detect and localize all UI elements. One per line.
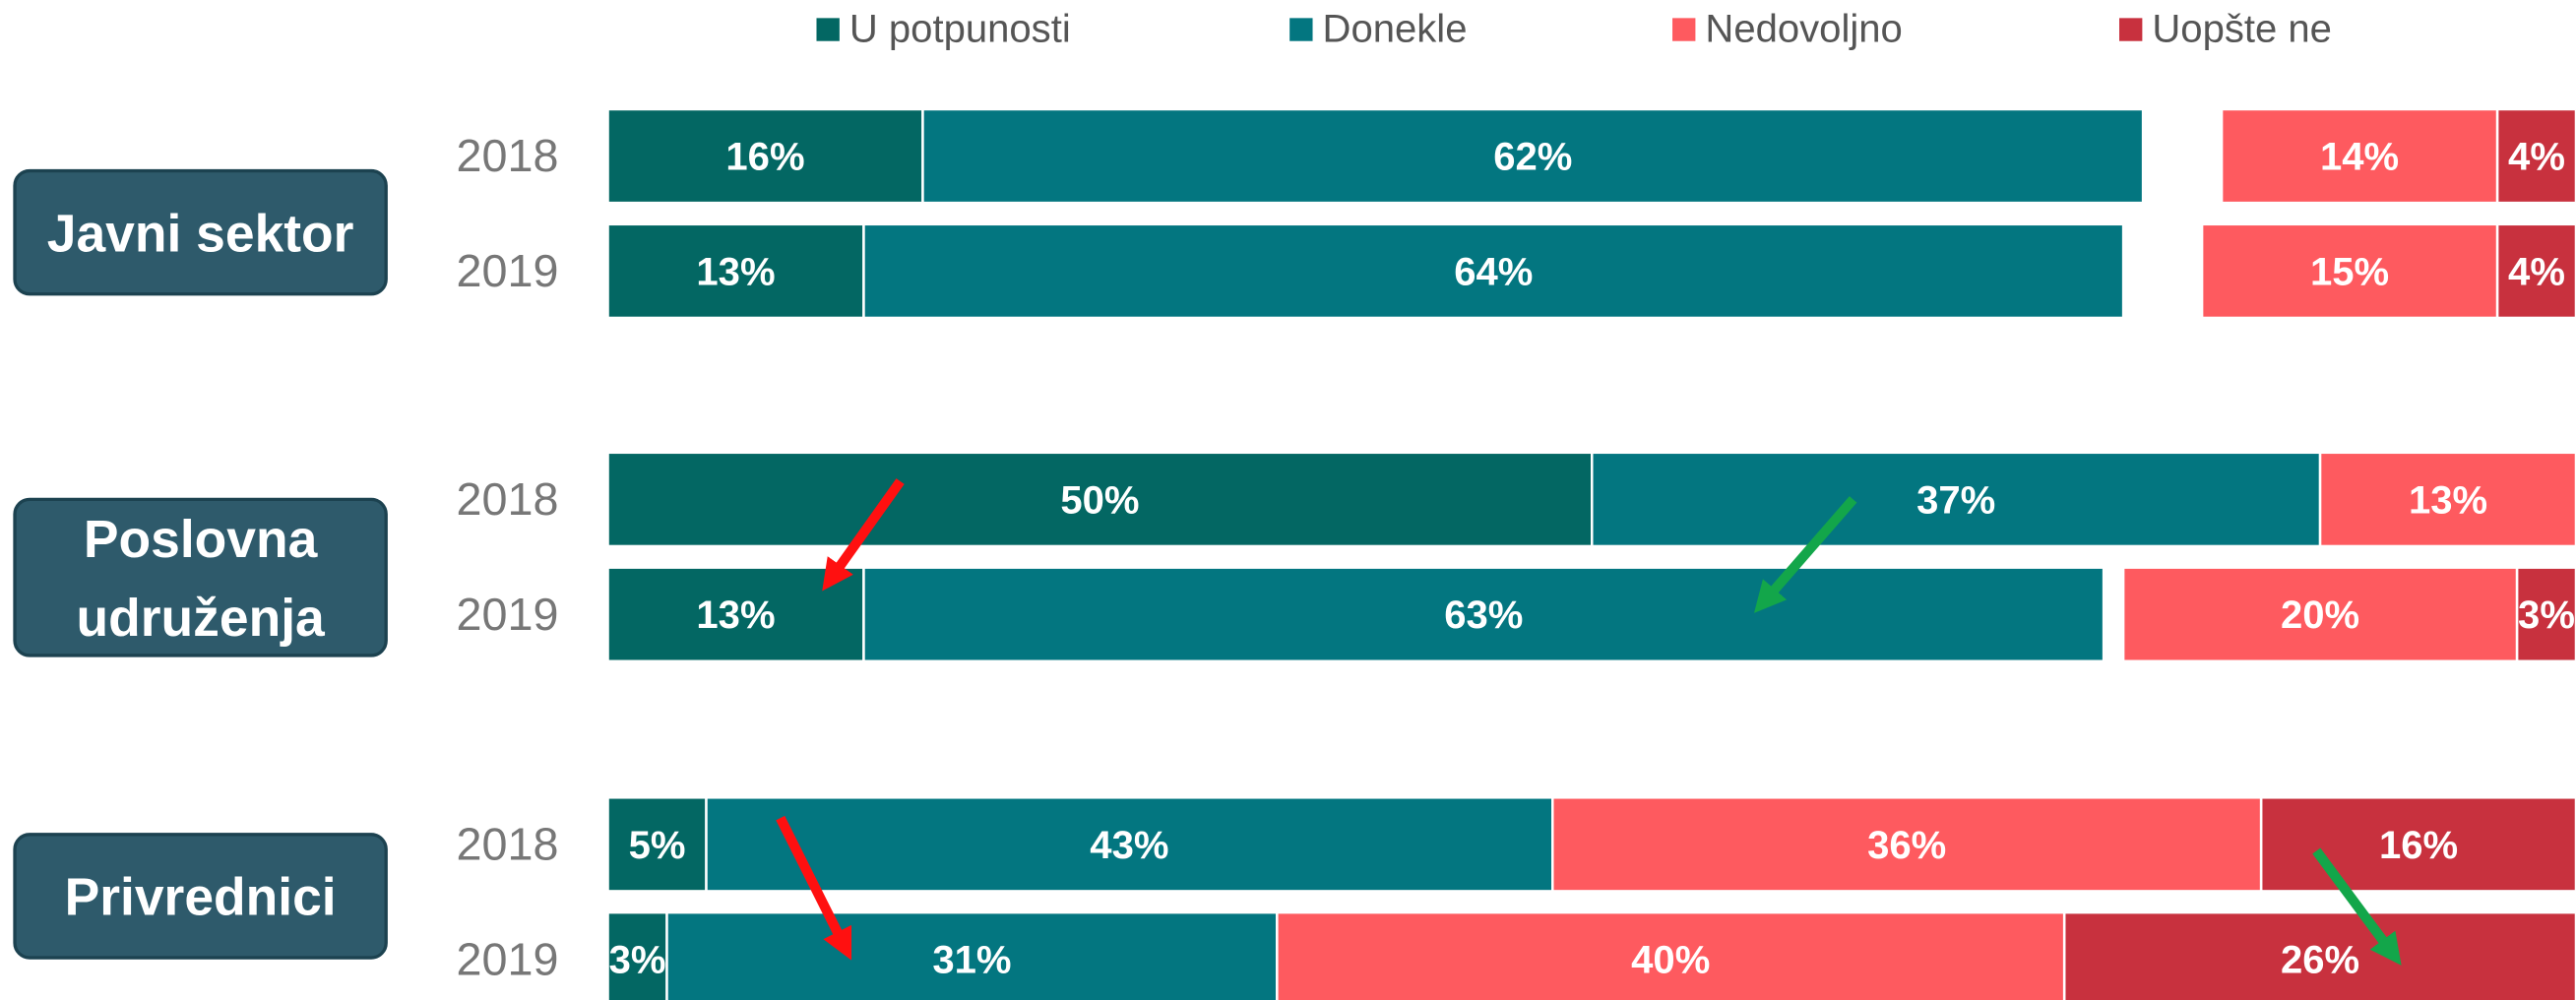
group-label: Privrednici [13, 833, 388, 960]
bar [606, 451, 1594, 548]
data-label: 37% [1916, 478, 1995, 522]
data-label: 3% [609, 939, 666, 982]
y-tick-label: 2018 [457, 473, 559, 525]
data-label: 16% [725, 135, 804, 178]
bar [2220, 107, 2499, 205]
y-tick-label: 2019 [457, 933, 559, 984]
bar [606, 107, 924, 205]
legend-label: Donekle [1323, 7, 1468, 50]
data-label: 43% [1090, 824, 1168, 867]
bar [2318, 451, 2576, 548]
y-tick-label: 2018 [457, 819, 559, 870]
data-label: 13% [2409, 478, 2487, 522]
legend-label: Uopšte ne [2152, 7, 2332, 50]
y-tick-label: 2018 [457, 130, 559, 181]
data-label: 36% [1867, 824, 1946, 867]
legend-swatch [816, 18, 840, 41]
arrow [1753, 496, 1857, 613]
bar [1591, 451, 2322, 548]
bar [2259, 796, 2576, 893]
arrow [822, 478, 905, 592]
y-tick-label: 2019 [457, 245, 559, 296]
data-label: 40% [1631, 939, 1710, 982]
bar [2200, 222, 2499, 320]
bar [862, 566, 2105, 663]
legend-label: Nedovoljno [1705, 7, 1902, 50]
data-label: 14% [2320, 135, 2399, 178]
data-label: 64% [1454, 250, 1533, 293]
data-label: 13% [696, 250, 775, 293]
data-label: 63% [1444, 594, 1523, 637]
bar [2062, 910, 2576, 1000]
arrow [776, 815, 852, 961]
bar [921, 107, 2145, 205]
bar [1276, 910, 2066, 1000]
bar [606, 566, 865, 663]
data-label: 4% [2508, 135, 2565, 178]
legend-swatch [1289, 18, 1313, 41]
data-label: 3% [2518, 594, 2575, 637]
bar [606, 796, 708, 893]
bar [2121, 566, 2519, 663]
bar [1551, 796, 2263, 893]
data-label: 4% [2508, 250, 2565, 293]
data-label: 15% [2310, 250, 2389, 293]
data-label: 26% [2281, 939, 2359, 982]
data-label: 5% [629, 824, 686, 867]
bar [665, 910, 1279, 1000]
data-label: 16% [2379, 824, 2458, 867]
y-tick-label: 2019 [457, 589, 559, 640]
bar [2495, 107, 2576, 205]
legend-swatch [2119, 18, 2143, 41]
bar [2515, 566, 2576, 663]
legend-label: U potpunosti [849, 7, 1071, 50]
data-label: 31% [932, 939, 1011, 982]
data-label: 50% [1060, 478, 1139, 522]
group-label: Poslovna udruženja [13, 497, 388, 657]
arrow [2312, 847, 2402, 966]
data-label: 20% [2281, 594, 2359, 637]
bar [862, 222, 2125, 320]
legend-swatch [1672, 18, 1696, 41]
arrows [776, 478, 2402, 966]
data-label: 62% [1493, 135, 1572, 178]
group-label: Javni sektor [13, 168, 388, 296]
data-label: 13% [696, 594, 775, 637]
